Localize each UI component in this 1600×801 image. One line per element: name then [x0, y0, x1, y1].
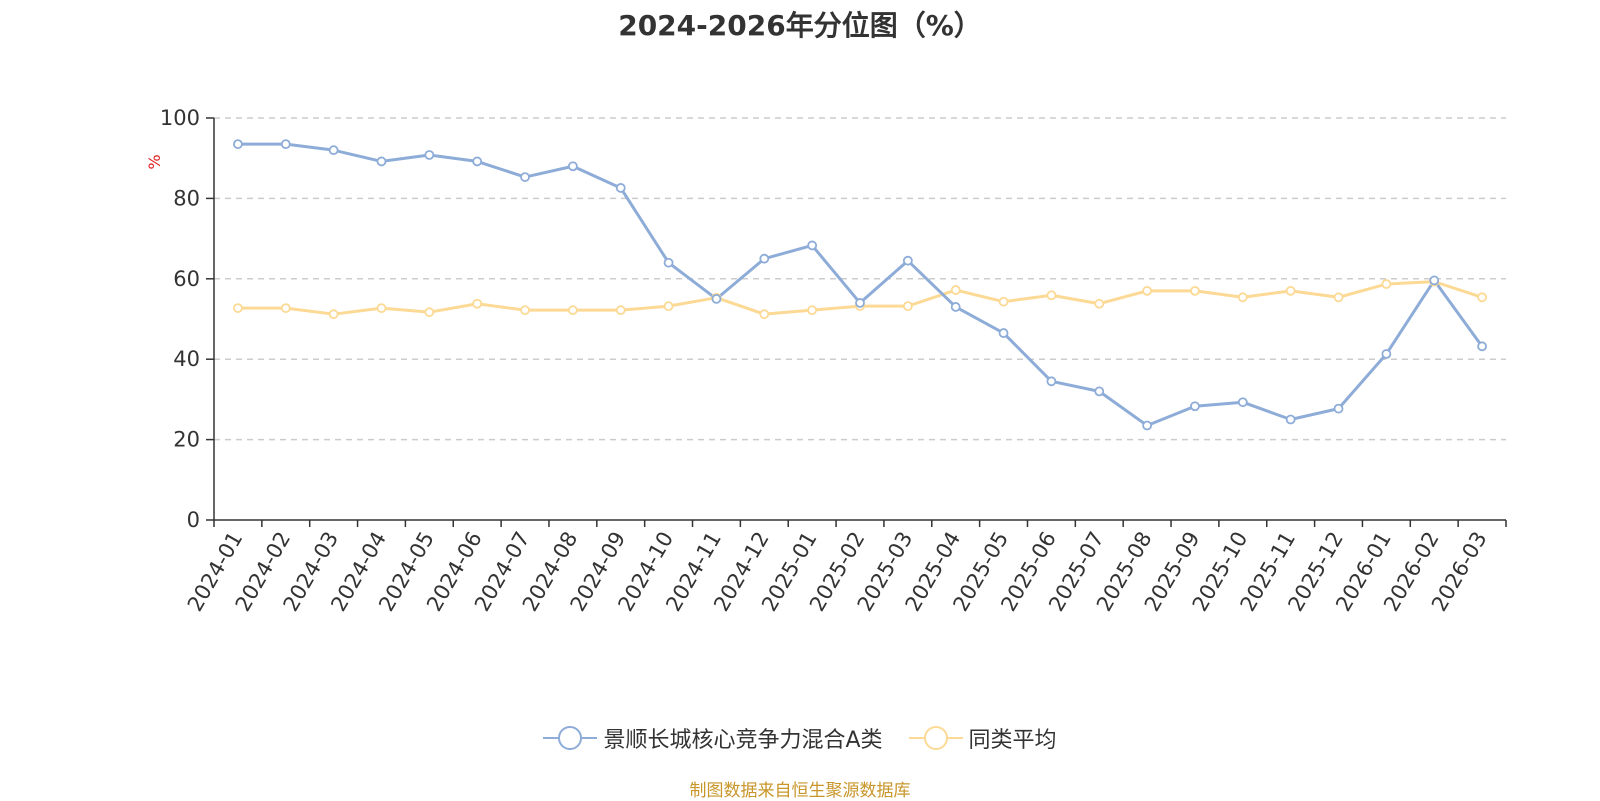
series-line-0: [237, 142, 1484, 428]
data-point-series-0[interactable]: [1046, 376, 1057, 387]
data-point-series-0[interactable]: [759, 253, 770, 264]
y-tick-label: 20: [173, 428, 200, 452]
data-point-series-0[interactable]: [855, 298, 865, 308]
legend: 景顺长城核心竞争力混合A类 同类平均: [0, 722, 1600, 754]
data-point-series-1[interactable]: [1237, 292, 1248, 303]
axes: 0204060801002024-012024-022024-032024-04…: [160, 106, 1507, 615]
data-point-series-0[interactable]: [1190, 401, 1200, 412]
data-point-series-1[interactable]: [1190, 285, 1200, 296]
data-point-series-0[interactable]: [472, 156, 483, 167]
data-point-series-0[interactable]: [807, 240, 818, 251]
series: [233, 139, 1487, 431]
data-point-series-0[interactable]: [567, 161, 578, 172]
data-point-series-1[interactable]: [1094, 298, 1105, 309]
data-point-series-0[interactable]: [280, 139, 291, 150]
data-point-series-1[interactable]: [950, 285, 961, 295]
data-point-series-0[interactable]: [1477, 341, 1487, 352]
y-tick-label: 60: [173, 267, 200, 291]
data-point-series-0[interactable]: [376, 156, 387, 167]
source-note: 制图数据来自恒生聚源数据库: [689, 781, 911, 801]
data-point-series-1[interactable]: [376, 303, 387, 314]
y-tick-label: 100: [160, 106, 200, 130]
data-point-series-0[interactable]: [1237, 397, 1248, 408]
legend-swatch-peer-average: [908, 726, 963, 750]
legend-swatch-fund: [543, 726, 598, 750]
chart-title: 2024-2026年分位图（%）: [618, 9, 982, 42]
data-point-series-1[interactable]: [663, 301, 674, 312]
data-point-series-0[interactable]: [1142, 420, 1153, 431]
legend-label-peer-average: 同类平均: [968, 728, 1057, 753]
data-point-series-1[interactable]: [233, 303, 243, 314]
data-point-series-0[interactable]: [950, 302, 961, 312]
y-tick-label: 0: [187, 508, 200, 532]
y-tick-label: 40: [173, 347, 200, 371]
data-point-series-1[interactable]: [1142, 285, 1153, 296]
data-point-series-1[interactable]: [1285, 285, 1296, 296]
data-point-series-0[interactable]: [1285, 414, 1296, 425]
data-point-series-0[interactable]: [711, 293, 722, 304]
data-point-series-0[interactable]: [615, 183, 626, 193]
data-point-series-1[interactable]: [807, 305, 818, 316]
data-point-series-0[interactable]: [233, 139, 243, 150]
data-point-series-0[interactable]: [1429, 275, 1440, 286]
data-point-series-0[interactable]: [663, 257, 674, 268]
data-point-series-1[interactable]: [759, 309, 770, 320]
data-point-series-0[interactable]: [1381, 349, 1392, 359]
data-point-series-0[interactable]: [998, 328, 1009, 338]
data-point-series-0[interactable]: [1333, 403, 1344, 414]
y-axis-label: %: [145, 154, 164, 169]
data-point-series-1[interactable]: [1333, 292, 1344, 303]
legend-item-fund[interactable]: 景顺长城核心竞争力混合A类: [543, 722, 883, 754]
data-point-series-1[interactable]: [998, 296, 1009, 307]
data-point-series-1[interactable]: [1046, 290, 1057, 301]
data-point-series-1[interactable]: [902, 301, 913, 312]
data-point-series-0[interactable]: [1094, 386, 1105, 397]
legend-label-fund: 景顺长城核心竞争力混合A类: [603, 728, 883, 753]
data-point-series-1[interactable]: [1477, 292, 1487, 303]
data-point-series-1[interactable]: [1381, 279, 1392, 289]
data-point-series-0[interactable]: [520, 172, 530, 182]
data-point-series-1[interactable]: [567, 305, 578, 316]
data-point-series-1[interactable]: [615, 305, 626, 316]
data-point-series-1[interactable]: [328, 309, 339, 320]
data-point-series-0[interactable]: [328, 145, 339, 156]
y-tick-label: 80: [173, 186, 200, 210]
data-point-series-1[interactable]: [472, 298, 483, 309]
data-point-series-1[interactable]: [424, 307, 435, 318]
data-point-series-1[interactable]: [280, 303, 291, 314]
data-point-series-0[interactable]: [424, 150, 435, 160]
gridlines: [214, 117, 1506, 441]
legend-item-peer-average[interactable]: 同类平均: [908, 722, 1057, 754]
data-point-series-1[interactable]: [520, 305, 530, 316]
data-point-series-0[interactable]: [902, 255, 913, 266]
